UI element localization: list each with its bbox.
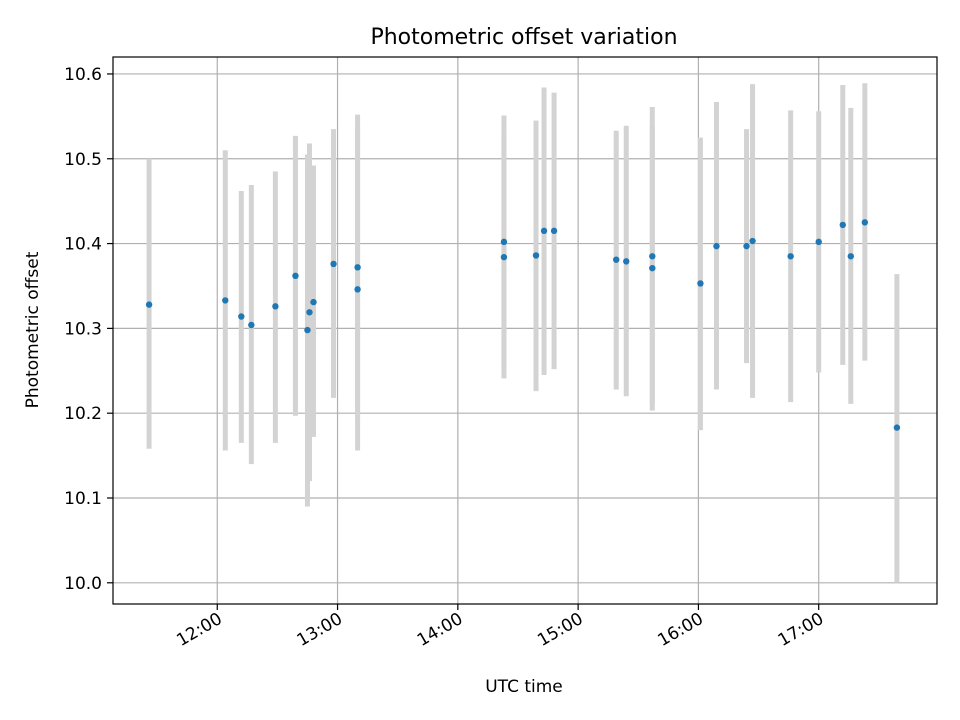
data-point [540,227,548,235]
y-tick-label: 10.5 [64,150,102,170]
x-tick-label: 13:00 [294,609,346,651]
data-point [330,260,337,268]
data-point [238,313,245,320]
grid [113,57,937,604]
x-tick-label: 12:00 [173,609,225,651]
data-point [623,258,630,265]
axis-ticks: 10.0 10.1 10.2 10.3 10.4 10.5 10.6 12:00 13:00 14… [64,65,827,651]
y-tick-label: 10.3 [64,319,102,339]
x-axis-label: UTC time [485,677,563,697]
data-point [248,321,255,329]
data-point [500,253,508,261]
data-point [861,219,869,226]
data-point [500,238,508,246]
y-tick-label: 10.2 [64,404,102,424]
data-point [613,256,620,263]
data-point [815,238,822,246]
y-tick-label: 10.1 [64,489,102,509]
data-point [713,242,720,250]
data-point [847,253,854,260]
data-point [697,280,704,287]
y-tick-label: 10.0 [64,574,102,594]
x-tick-label: 17:00 [775,609,827,651]
data-point [292,272,299,279]
x-tick-label: 14:00 [414,609,466,651]
x-tick-label: 16:00 [654,609,706,651]
data-point [222,297,229,304]
data-point [743,242,750,250]
data-point [532,252,540,259]
data-point [354,264,361,271]
data-point [839,221,846,229]
data-point [306,309,313,316]
data-point [145,301,153,308]
data-point [787,253,794,260]
data-point [354,286,361,293]
data-point [649,264,656,272]
data-markers [145,219,901,431]
chart-title: Photometric offset variation [370,25,677,50]
data-point [749,237,756,245]
y-axis-label: Photometric offset [23,251,43,408]
data-point [893,424,901,431]
data-point [272,303,279,310]
data-point [304,326,311,334]
y-tick-label: 10.4 [64,235,102,255]
data-point [310,298,317,306]
data-point [550,227,558,235]
plot-frame [112,56,938,605]
x-tick-label: 15:00 [534,609,586,651]
y-tick-label: 10.6 [64,65,102,85]
data-point [649,253,656,260]
